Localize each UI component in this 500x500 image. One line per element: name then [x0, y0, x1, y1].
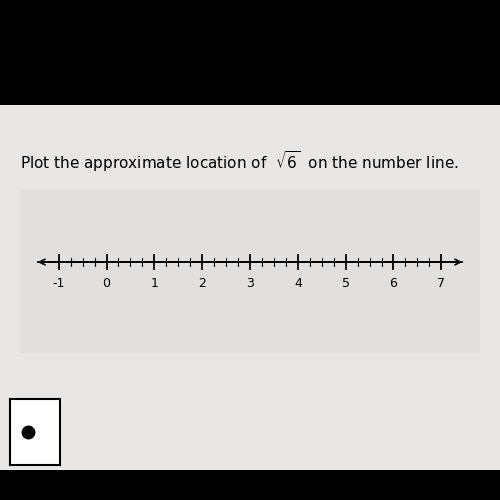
Text: -1: -1	[52, 278, 65, 290]
Text: 5: 5	[342, 278, 349, 290]
Text: 0: 0	[102, 278, 110, 290]
Text: 2: 2	[198, 278, 206, 290]
Text: 6: 6	[390, 278, 398, 290]
Text: Plot the approximate location of  $\sqrt{6}$  on the number line.: Plot the approximate location of $\sqrt{…	[20, 149, 458, 174]
Text: 1: 1	[150, 278, 158, 290]
Text: 4: 4	[294, 278, 302, 290]
Text: 7: 7	[438, 278, 446, 290]
Text: 3: 3	[246, 278, 254, 290]
